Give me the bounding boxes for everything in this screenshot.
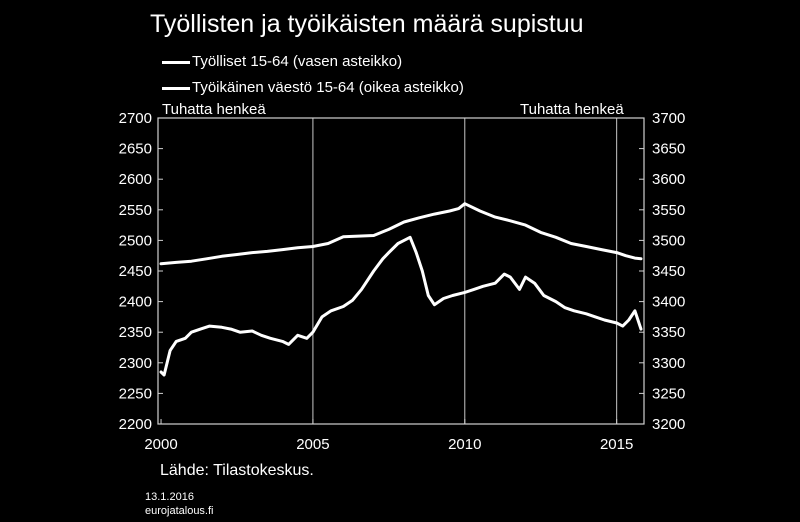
legend-swatch-working-age <box>162 86 190 90</box>
x-tick-label: 2005 <box>296 436 329 453</box>
right-tick-label: 3200 <box>652 416 685 433</box>
left-tick-label: 2600 <box>119 171 152 188</box>
right-tick-label: 3500 <box>652 232 685 249</box>
x-tick-label: 2000 <box>144 436 177 453</box>
source-note: Lähde: Tilastokeskus. <box>160 462 314 479</box>
x-tick-label: 2015 <box>600 436 633 453</box>
legend-label-employed: Työlliset 15-64 (vasen asteikko) <box>192 53 403 70</box>
right-tick-label: 3300 <box>652 355 685 372</box>
right-tick-label: 3350 <box>652 324 685 341</box>
series-line-employed <box>159 202 643 266</box>
left-tick-label: 2450 <box>119 263 152 280</box>
left-tick-label: 2400 <box>119 294 152 311</box>
series-line-working-age <box>159 235 643 377</box>
legend-item-working-age: Työikäinen väestö 15-64 (oikea asteikko) <box>162 79 464 96</box>
right-tick-label: 3600 <box>652 171 685 188</box>
left-tick-label: 2700 <box>119 110 152 127</box>
site-name: eurojatalous.fi <box>145 505 214 517</box>
right-tick-label: 3400 <box>652 294 685 311</box>
legend-item-employed: Työlliset 15-64 (vasen asteikko) <box>162 53 402 70</box>
x-tick-label: 2010 <box>448 436 481 453</box>
right-axis-unit: Tuhatta henkeä <box>520 101 624 118</box>
left-tick-label: 2250 <box>119 385 152 402</box>
right-tick-label: 3250 <box>652 385 685 402</box>
legend-swatch-employed <box>162 60 190 64</box>
legend-label-working-age: Työikäinen väestö 15-64 (oikea asteikko) <box>192 79 464 96</box>
right-tick-label: 3650 <box>652 141 685 158</box>
left-tick-label: 2300 <box>119 355 152 372</box>
left-axis-unit: Tuhatta henkeä <box>162 101 266 118</box>
right-tick-label: 3450 <box>652 263 685 280</box>
left-tick-label: 2500 <box>119 232 152 249</box>
right-tick-label: 3550 <box>652 202 685 219</box>
left-tick-label: 2550 <box>119 202 152 219</box>
left-tick-label: 2200 <box>119 416 152 433</box>
date-stamp: 13.1.2016 <box>145 491 194 503</box>
chart-title: Työllisten ja työikäisten määrä supistuu <box>150 10 584 38</box>
plot-frame <box>157 117 645 425</box>
right-tick-label: 3700 <box>652 110 685 127</box>
left-tick-label: 2650 <box>119 141 152 158</box>
left-tick-label: 2350 <box>119 324 152 341</box>
